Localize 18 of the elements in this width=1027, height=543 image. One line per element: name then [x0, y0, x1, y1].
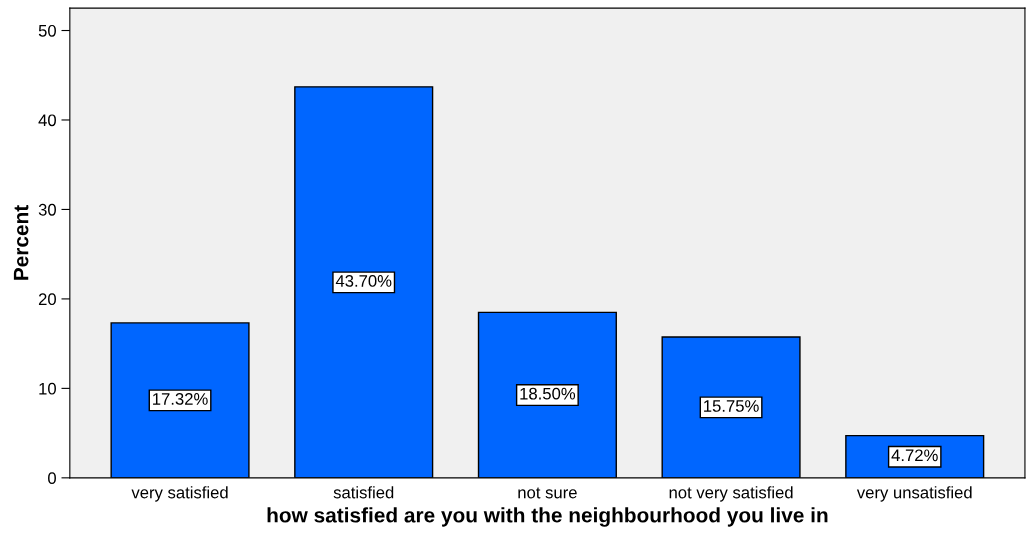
x-tick-label: very unsatisfied [856, 486, 972, 502]
y-tick-label: 40 [38, 114, 56, 127]
x-tick-label: very satisfied [131, 486, 228, 502]
data-label: 43.70% [335, 275, 392, 287]
x-tick-label: not very satisfied [669, 486, 793, 502]
y-tick-label: 30 [38, 203, 56, 216]
x-axis-title: how satisfied are you with the neighbourhood you live in [267, 507, 828, 527]
y-tick-label: 0 [48, 472, 56, 485]
y-tick-label: 50 [38, 24, 56, 37]
y-tick-label: 20 [38, 293, 56, 306]
y-axis-title: Percent [13, 205, 29, 280]
data-label: 4.72% [891, 449, 938, 462]
x-tick-label: satisfied [333, 486, 394, 499]
data-label: 17.32% [153, 393, 208, 405]
data-label: 15.75% [704, 400, 759, 412]
data-label: 18.50% [520, 387, 576, 400]
y-tick-label: 10 [39, 382, 56, 395]
x-tick-label: not sure [518, 487, 577, 499]
